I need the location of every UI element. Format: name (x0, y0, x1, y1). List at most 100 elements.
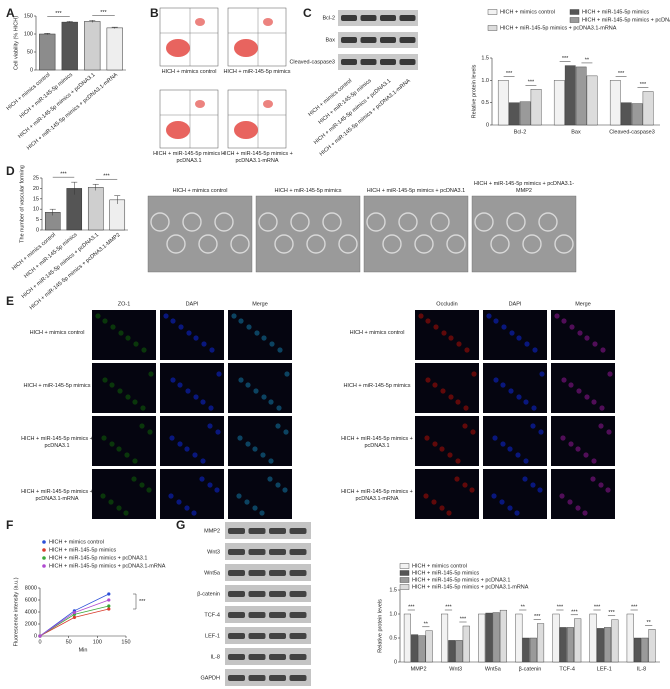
sig-label: *** (640, 82, 647, 88)
if-cell (455, 399, 461, 405)
flow-label: HICH + mimics control (161, 69, 217, 75)
if-cell (469, 487, 475, 493)
tube-ring (230, 234, 250, 254)
bar (553, 80, 565, 126)
legend-label: HICH + miR-145-5p mimics + pcDNA3.1-mRNA (412, 584, 529, 590)
blot-band (248, 675, 266, 681)
if-column-label: DAPI (186, 301, 199, 307)
if-row-label: HICH + miR-145-5p mimics + pcDNA3.1 (341, 436, 413, 449)
if-image (551, 310, 615, 360)
blot-band (269, 675, 286, 681)
legend-marker (42, 556, 46, 560)
bar (418, 635, 426, 663)
y-tick-label: 2000 (25, 621, 37, 627)
legend-swatch (399, 563, 410, 569)
point (107, 598, 111, 602)
x-tick-label: Bax (571, 129, 581, 135)
tube-ring (274, 234, 294, 254)
if-cell (454, 476, 460, 482)
y-axis-label: Fluorescence intensity (a.u.) (13, 577, 19, 646)
if-cell (191, 510, 197, 516)
bar (515, 613, 523, 663)
if-cell (532, 347, 538, 353)
legend-swatch (569, 17, 580, 23)
if-cell (200, 399, 206, 405)
blot-row-label: LEF-1 (205, 633, 220, 639)
if-image (228, 310, 292, 360)
blot-strip (225, 564, 311, 581)
blot-row-label: IL-8 (211, 654, 220, 660)
if-cell (177, 382, 183, 388)
tube-label: HICH + mimics control (172, 187, 228, 194)
tube-image (363, 195, 469, 273)
tube-ring (150, 212, 170, 232)
legend-marker (42, 548, 46, 552)
y-tick-label: 0.5 (481, 100, 489, 106)
if-cell (207, 423, 213, 429)
tube-ring (258, 212, 278, 232)
y-tick-label: 0 (30, 67, 33, 73)
blot-band (289, 570, 307, 576)
blot-row-label: Bcl-2 (322, 15, 335, 21)
bar (575, 66, 587, 126)
if-cell (261, 394, 267, 400)
blot-band (360, 15, 377, 21)
flow-label: HICH + miR-145-5p mimics + pcDNA3.1-mRNA (221, 151, 293, 164)
blot-strip (225, 648, 311, 665)
if-cell (600, 347, 606, 353)
tube-ring (506, 212, 526, 232)
if-cell (268, 458, 274, 464)
if-cell (425, 318, 431, 324)
bar (39, 33, 56, 71)
if-cell (554, 313, 560, 319)
tube-ring (414, 234, 434, 254)
bar (566, 627, 574, 663)
if-cell (101, 435, 107, 441)
if-cell (201, 341, 207, 347)
blot-band (380, 15, 396, 21)
sig-label: *** (100, 10, 107, 16)
sig-label: *** (562, 56, 569, 62)
blot-row-label: Wnt5a (204, 570, 221, 576)
if-cell (141, 347, 147, 353)
tube-ring (182, 212, 202, 232)
if-cell (500, 382, 506, 388)
bar (642, 91, 654, 126)
y-tick-label: 100 (24, 31, 33, 37)
sig-label: *** (594, 604, 601, 610)
bar (530, 89, 542, 126)
if-image (415, 416, 479, 466)
tube-ring (446, 234, 466, 254)
x-tick-label: 0 (38, 639, 41, 645)
blot-band (228, 633, 245, 639)
if-cell (253, 388, 259, 394)
blot-band (248, 549, 266, 555)
sig-label: *** (608, 610, 615, 616)
if-cell (530, 482, 536, 488)
y-tick-label: 150 (24, 13, 33, 19)
if-cell (446, 510, 452, 516)
if-cell (447, 452, 453, 458)
if-column-label: Merge (575, 301, 591, 307)
bar (529, 637, 537, 663)
legend-label: HICH + miR-145-5p mimics (49, 547, 116, 553)
tube-image (471, 195, 577, 273)
sig-label: *** (534, 614, 541, 620)
bar (508, 102, 520, 126)
flow-plot (159, 89, 219, 149)
if-cell (462, 423, 468, 429)
if-cell (184, 505, 190, 511)
if-cell (499, 499, 505, 505)
if-cell (185, 388, 191, 394)
if-cell (245, 382, 251, 388)
blot-band (269, 591, 286, 597)
y-tick-label: 0 (34, 633, 37, 639)
point (72, 615, 76, 620)
blot-band (360, 37, 377, 43)
x-tick-label: Cleaved-caspase3 (609, 129, 655, 135)
if-cell (424, 435, 430, 441)
sig-label: *** (139, 599, 146, 605)
bar (626, 613, 634, 663)
tube-ring (166, 234, 186, 254)
